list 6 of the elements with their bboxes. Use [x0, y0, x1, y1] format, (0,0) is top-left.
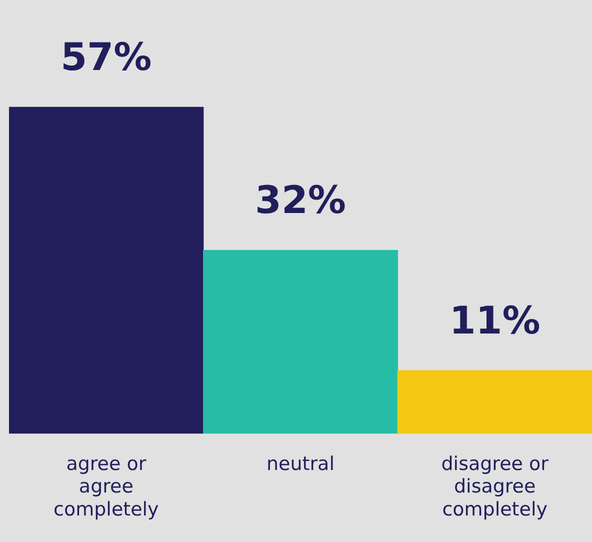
data-label: 32% — [255, 178, 346, 222]
x-tick-label: disagree or disagree completely — [441, 452, 549, 521]
x-tick-label: agree or agree completely — [54, 452, 159, 521]
x-tick-label: neutral — [266, 452, 334, 475]
data-label: 57% — [60, 35, 152, 80]
data-label: 11% — [449, 298, 540, 342]
